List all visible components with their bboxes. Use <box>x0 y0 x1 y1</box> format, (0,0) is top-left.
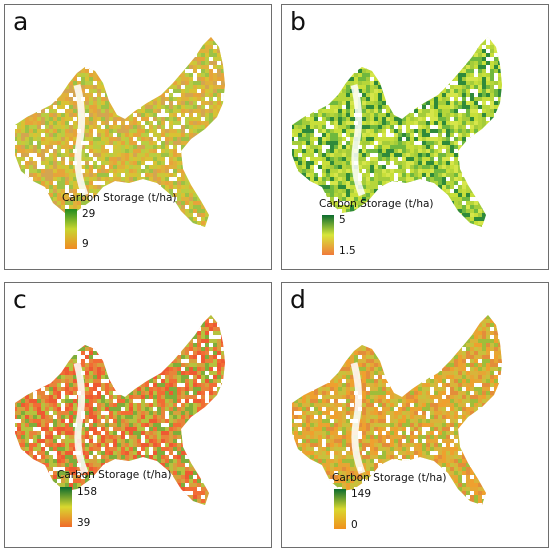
panel-label: d <box>290 285 306 314</box>
legend-min-label: 0 <box>351 519 358 531</box>
carbon-storage-map <box>15 37 225 227</box>
legend-title: Carbon Storage (t/ha) <box>57 469 172 481</box>
panel-label: a <box>13 7 29 36</box>
legend-color-ramp <box>60 487 72 527</box>
legend-max-label: 29 <box>82 208 96 220</box>
legend-title: Carbon Storage (t/ha) <box>332 472 447 484</box>
legend-color-ramp <box>65 209 77 249</box>
legend-title: Carbon Storage (t/ha) <box>62 192 177 204</box>
map-panel-c: c Carbon Storage (t/ha) 158 39 <box>4 282 272 548</box>
legend-color-ramp <box>334 489 346 529</box>
carbon-storage-map <box>292 315 502 505</box>
panel-label: c <box>13 285 27 314</box>
legend-min-label: 39 <box>77 517 91 529</box>
legend-min-label: 9 <box>82 238 89 250</box>
carbon-storage-map <box>15 315 225 505</box>
legend-title: Carbon Storage (t/ha) <box>319 198 434 210</box>
map-panel-b: b Carbon Storage (t/ha) 5 1.5 <box>281 4 549 270</box>
legend-max-label: 149 <box>351 488 372 500</box>
legend-max-label: 5 <box>339 214 346 226</box>
panel-label: b <box>290 7 306 36</box>
map-panel-d: d Carbon Storage (t/ha) 149 0 <box>281 282 549 548</box>
carbon-storage-map <box>292 37 502 227</box>
legend-color-ramp <box>322 215 334 255</box>
legend-min-label: 1.5 <box>339 245 356 257</box>
map-panel-a: a Carbon Storage (t/ha) 29 9 <box>4 4 272 270</box>
legend-max-label: 158 <box>77 486 98 498</box>
